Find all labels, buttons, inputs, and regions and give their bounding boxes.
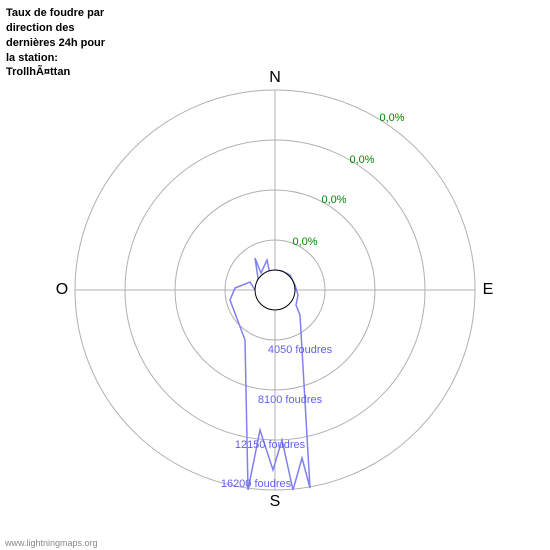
compass-o: O [56,281,68,299]
pct-ring-label: 0,0% [321,194,346,206]
pct-ring-label: 0,0% [349,154,374,166]
pct-ring-label: 0,0% [379,112,404,124]
count-ring-label: 8100 foudres [258,394,322,406]
footer-credit: www.lightningmaps.org [5,538,98,548]
count-ring-label: 4050 foudres [268,344,332,356]
compass-e: E [483,281,494,299]
compass-n: N [269,69,281,87]
count-ring-label: 16200 foudres [221,478,291,490]
compass-s: S [270,493,281,511]
count-ring-label: 12150 foudres [235,439,305,451]
pct-ring-label: 0,0% [292,236,317,248]
center-circle [255,270,295,310]
chart-title: Taux de foudre par direction des dernièr… [6,6,116,80]
